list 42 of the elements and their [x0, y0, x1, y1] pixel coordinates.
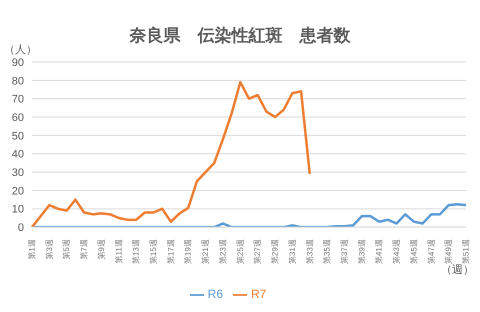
x-tick-label: 第29週 [270, 239, 280, 264]
x-tick-label: 第23週 [218, 239, 228, 264]
x-tick-label: 第45週 [409, 239, 418, 264]
y-tick-label: 20 [12, 185, 24, 198]
x-tick-label: 第11週 [114, 239, 124, 264]
y-tick-label: 0 [18, 222, 24, 234]
x-tick-label: 第39週 [357, 239, 366, 264]
y-tick-label: 30 [12, 167, 24, 180]
x-tick-label: 第3週 [44, 239, 54, 260]
x-tick-label: 第9週 [96, 239, 106, 260]
chart-title: 奈良県 伝染性紅斑 患者数 [130, 26, 350, 45]
y-tick-label: 50 [12, 130, 24, 142]
x-tick-label: 第37週 [340, 239, 349, 264]
legend-label: R6 [208, 287, 223, 302]
x-axis-title: （週） [441, 264, 474, 277]
x-tick-label: 第7週 [80, 239, 89, 260]
line-series [30, 80, 312, 228]
x-tick-label: 第17週 [166, 239, 176, 264]
x-tick-label: 第19週 [184, 239, 193, 264]
y-axis-title: （人） [4, 43, 37, 57]
x-tick-label: 第21週 [201, 239, 210, 264]
y-tick-label: 70 [12, 94, 24, 106]
legend-label: R7 [251, 287, 266, 302]
x-tick-label: 第43週 [392, 239, 402, 264]
x-tick-label: 第13週 [132, 239, 141, 264]
y-tick-label: 60 [12, 112, 24, 124]
x-tick-label: 第47週 [426, 239, 436, 264]
x-tick-label: 第27週 [253, 239, 262, 264]
x-tick-label: 第5週 [62, 239, 72, 260]
x-tick-label: 第33週 [305, 239, 314, 264]
x-tick-label: 第35週 [322, 239, 332, 264]
x-tick-label: 第41週 [374, 239, 384, 264]
y-tick-label: 10 [12, 204, 24, 216]
y-tick-label: 40 [12, 148, 24, 161]
x-tick-label: 第1週 [28, 239, 36, 260]
y-tick-label: 90 [12, 56, 24, 69]
x-tick-label: 第49週 [444, 239, 454, 264]
x-tick-label: 第51週 [462, 239, 470, 264]
y-tick-label: 80 [12, 75, 24, 88]
x-tick-label: 第31週 [288, 239, 297, 264]
x-tick-label: 第25週 [236, 239, 245, 264]
x-tick-label: 第15週 [149, 239, 158, 264]
